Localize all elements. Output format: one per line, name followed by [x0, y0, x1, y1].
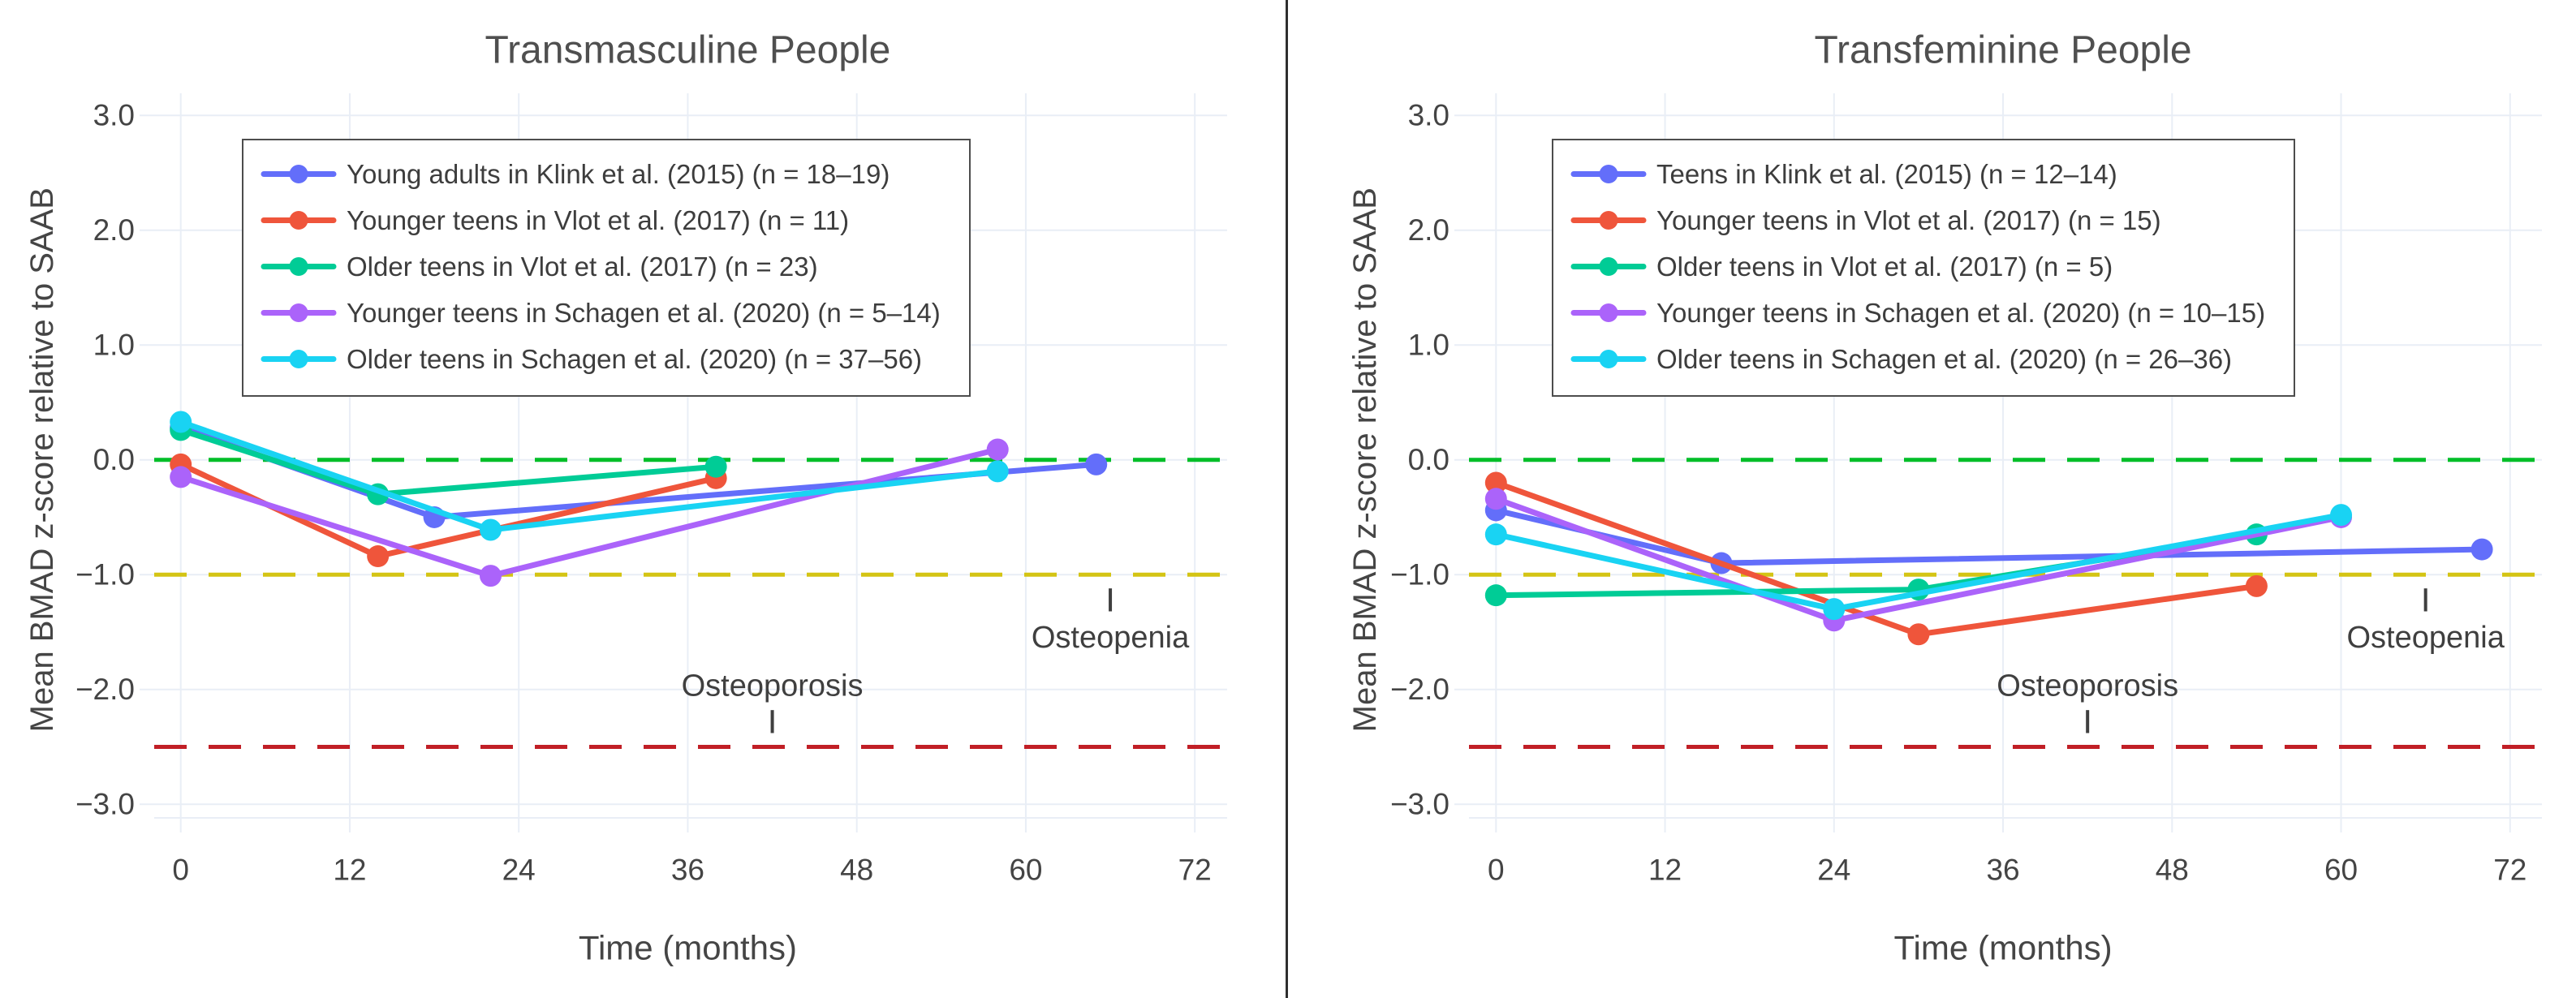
- y-tick-label: 3.0: [93, 99, 135, 132]
- y-tick-label: 2.0: [93, 213, 135, 247]
- y-tick-label: 0.0: [1408, 443, 1450, 476]
- chart-svg: Osteoporosis Osteopenia 0 12 24 36 48 60 72 3.0 2.…: [24, 29, 1227, 967]
- data-point-older-teens-in-schagen-et-al-2020-n-26-36[interactable]: [2330, 504, 2353, 527]
- chart-panel-transfeminine: Osteoporosis Osteopenia 0 12 24 36 48 60 72 3.0 2.…: [1288, 0, 2576, 998]
- legend-swatch-marker: [1599, 211, 1618, 230]
- y-tick-label: 1.0: [1408, 329, 1450, 362]
- legend-swatch-marker: [289, 165, 308, 183]
- y-tick-label: −2.0: [1390, 673, 1450, 706]
- y-tick-label: −3.0: [75, 788, 135, 821]
- legend-item-older-teens-in-schagen-et-al-2020-n-37-56[interactable]: Older teens in Schagen et al. (2020) (n …: [261, 344, 922, 374]
- series-line-older-teens-in-vlot-et-al-2017-n-23[interactable]: [178, 427, 719, 497]
- data-point-young-adults-in-klink-et-al-2015-n-18-19[interactable]: [1085, 453, 1108, 475]
- data-point-younger-teens-in-schagen-et-al-2020-n-5-14[interactable]: [986, 438, 1009, 461]
- legend-item-younger-teens-in-schagen-et-al-2020-n-5-14[interactable]: Younger teens in Schagen et al. (2020) (…: [261, 298, 941, 328]
- legend-box: [1552, 139, 2295, 397]
- legend-swatch-marker: [289, 257, 308, 276]
- chart-svg: Osteoporosis Osteopenia 0 12 24 36 48 60 72 3.0 2.…: [1347, 29, 2542, 967]
- data-point-older-teens-in-schagen-et-al-2020-n-37-56[interactable]: [479, 518, 502, 541]
- y-axis-title: Mean BMAD z-score relative to SAAB: [1347, 187, 1383, 732]
- x-tick-label: 72: [2493, 854, 2526, 887]
- x-tick-label: 0: [1488, 854, 1505, 887]
- data-point-younger-teens-in-schagen-et-al-2020-n-10-15[interactable]: [1484, 488, 1507, 510]
- x-tick-label: 12: [333, 854, 366, 887]
- legend-label: Older teens in Vlot et al. (2017) (n = 5…: [1656, 252, 2113, 282]
- legend-item-teens-in-klink-et-al-2015-n-12-14[interactable]: Teens in Klink et al. (2015) (n = 12–14): [1570, 159, 2117, 189]
- data-point-younger-teens-in-vlot-et-al-2017-n-15[interactable]: [1907, 623, 1930, 646]
- data-point-younger-teens-in-schagen-et-al-2020-n-5-14[interactable]: [170, 466, 192, 488]
- data-point-older-teens-in-schagen-et-al-2020-n-37-56[interactable]: [170, 411, 192, 433]
- data-point-younger-teens-in-vlot-et-al-2017-n-11[interactable]: [367, 545, 390, 568]
- legend-item-young-adults-in-klink-et-al-2015-n-18-19[interactable]: Young adults in Klink et al. (2015) (n =…: [261, 159, 890, 189]
- legend-label: Teens in Klink et al. (2015) (n = 12–14): [1656, 159, 2117, 189]
- x-tick-label: 72: [1178, 854, 1212, 887]
- annotation-label-osteopenia: Osteopenia: [1032, 621, 1190, 655]
- y-tick-label: 0.0: [93, 443, 135, 476]
- panel-divider: [1286, 0, 1288, 998]
- legend-label: Young adults in Klink et al. (2015) (n =…: [347, 159, 890, 189]
- chart-panel-transmasculine: Osteoporosis Osteopenia 0 12 24 36 48 60 72 3.0 2.…: [24, 29, 1227, 967]
- legend-item-older-teens-in-vlot-et-al-2017-n-5[interactable]: Older teens in Vlot et al. (2017) (n = 5…: [1570, 252, 2113, 282]
- data-point-younger-teens-in-vlot-et-al-2017-n-15[interactable]: [1484, 471, 1507, 494]
- legend-swatch-marker: [289, 350, 308, 368]
- data-point-younger-teens-in-vlot-et-al-2017-n-15[interactable]: [2245, 574, 2268, 597]
- annotation-label-osteoporosis: Osteoporosis: [682, 669, 864, 703]
- legend-swatch-marker: [289, 303, 308, 322]
- legend-label: Younger teens in Schagen et al. (2020) (…: [1656, 298, 2265, 328]
- legend-item-younger-teens-in-vlot-et-al-2017-n-11[interactable]: Younger teens in Vlot et al. (2017) (n =…: [261, 205, 849, 235]
- y-tick-label: 3.0: [1408, 99, 1450, 132]
- legend-swatch-marker: [1599, 165, 1618, 183]
- legend-swatch-marker: [1599, 350, 1618, 368]
- x-axis-title: Time (months): [1893, 929, 2112, 967]
- y-tick-label: −3.0: [1390, 788, 1450, 821]
- y-axis-title: Mean BMAD z-score relative to SAAB: [24, 187, 60, 732]
- x-tick-label: 36: [1986, 854, 2019, 887]
- data-point-older-teens-in-schagen-et-al-2020-n-26-36[interactable]: [1823, 598, 1846, 621]
- y-tick-label: −1.0: [75, 558, 135, 591]
- x-tick-label: 24: [1817, 854, 1850, 887]
- legend-label: Older teens in Vlot et al. (2017) (n = 2…: [347, 252, 818, 282]
- data-point-younger-teens-in-schagen-et-al-2020-n-5-14[interactable]: [479, 565, 502, 587]
- x-tick-label: 36: [671, 854, 704, 887]
- legend-label: Younger teens in Schagen et al. (2020) (…: [347, 298, 941, 328]
- legend-label: Older teens in Schagen et al. (2020) (n …: [347, 344, 922, 374]
- panel-title: Transmasculine People: [485, 29, 891, 72]
- x-tick-label: 48: [2156, 854, 2189, 887]
- panel-title: Transfeminine People: [1814, 29, 2191, 72]
- x-tick-label: 60: [2324, 854, 2358, 887]
- legend-swatch-marker: [1599, 303, 1618, 322]
- x-tick-label: 12: [1648, 854, 1682, 887]
- data-point-older-teens-in-schagen-et-al-2020-n-37-56[interactable]: [986, 460, 1009, 483]
- legend-label: Younger teens in Vlot et al. (2017) (n =…: [347, 205, 849, 235]
- y-tick-label: −1.0: [1390, 558, 1450, 591]
- series-line-older-teens-in-vlot-et-al-2017-n-5[interactable]: [1493, 531, 2259, 599]
- y-tick-label: −2.0: [75, 673, 135, 706]
- legend-label: Older teens in Schagen et al. (2020) (n …: [1656, 344, 2232, 374]
- annotation-label-osteoporosis: Osteoporosis: [1997, 669, 2178, 703]
- legend-item-older-teens-in-vlot-et-al-2017-n-23[interactable]: Older teens in Vlot et al. (2017) (n = 2…: [261, 252, 818, 282]
- x-tick-label: 48: [840, 854, 873, 887]
- annotation-label-osteopenia: Osteopenia: [2346, 621, 2505, 655]
- data-point-older-teens-in-schagen-et-al-2020-n-26-36[interactable]: [1484, 523, 1507, 546]
- legend-swatch-marker: [289, 211, 308, 230]
- x-tick-label: 60: [1009, 854, 1042, 887]
- legend-label: Younger teens in Vlot et al. (2017) (n =…: [1656, 205, 2161, 235]
- y-tick-label: 2.0: [1408, 213, 1450, 247]
- x-tick-label: 0: [172, 854, 189, 887]
- data-point-older-teens-in-vlot-et-al-2017-n-23[interactable]: [704, 455, 727, 478]
- data-point-teens-in-klink-et-al-2015-n-12-14[interactable]: [2470, 538, 2493, 561]
- legend-box: [242, 139, 971, 397]
- legend-item-older-teens-in-schagen-et-al-2020-n-26-36[interactable]: Older teens in Schagen et al. (2020) (n …: [1570, 344, 2232, 374]
- legend-item-younger-teens-in-schagen-et-al-2020-n-10-15[interactable]: Younger teens in Schagen et al. (2020) (…: [1570, 298, 2265, 328]
- legend-item-younger-teens-in-vlot-et-al-2017-n-15[interactable]: Younger teens in Vlot et al. (2017) (n =…: [1570, 205, 2161, 235]
- x-axis-title: Time (months): [579, 929, 797, 967]
- legend-swatch-marker: [1599, 257, 1618, 276]
- y-tick-label: 1.0: [93, 329, 135, 362]
- data-point-older-teens-in-vlot-et-al-2017-n-5[interactable]: [1484, 584, 1507, 607]
- x-tick-label: 24: [502, 854, 536, 887]
